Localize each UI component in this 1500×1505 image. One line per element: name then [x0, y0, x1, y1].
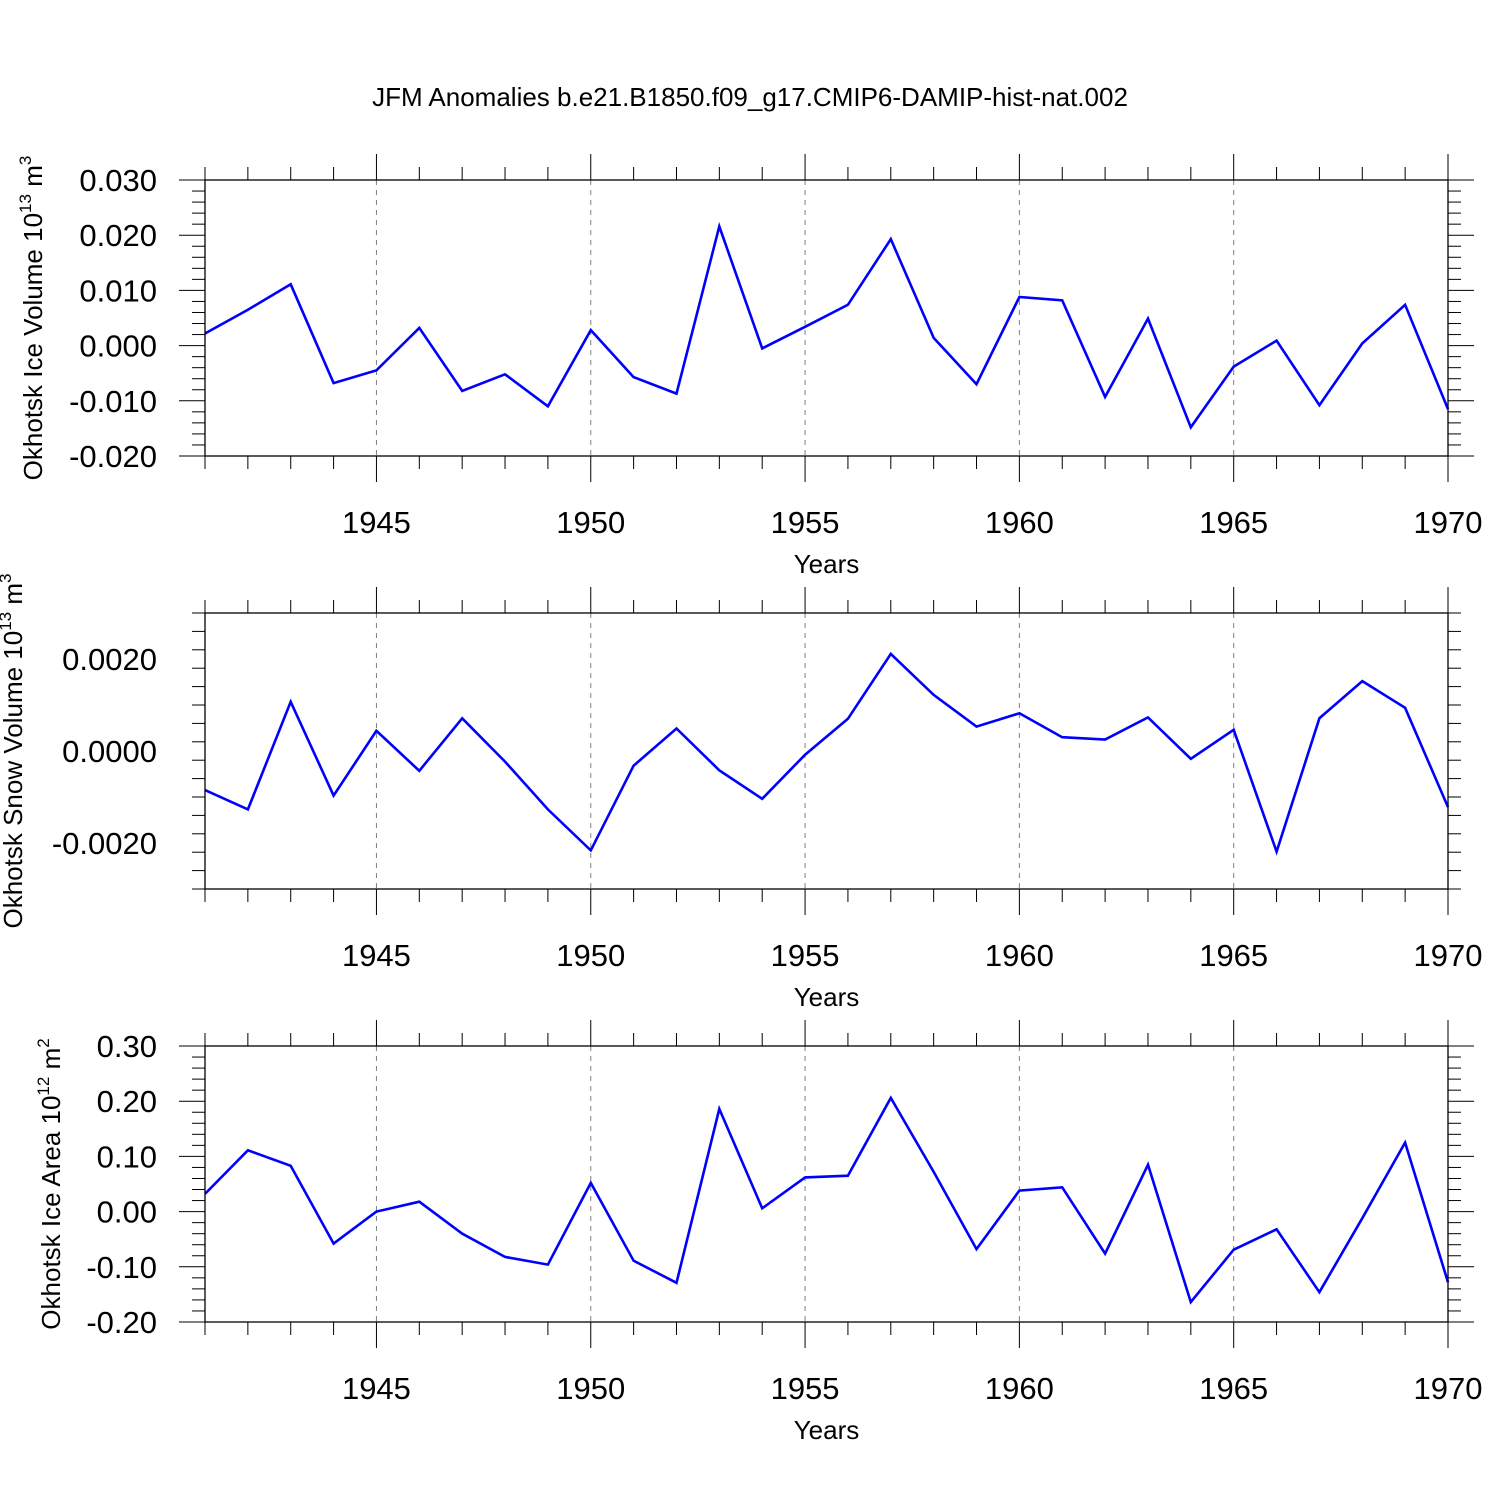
x-tick-label: 1955 — [771, 938, 840, 973]
y-axis-title-unit-exponent: 2 — [34, 1038, 53, 1047]
y-axis-title-exponent: 12 — [34, 1077, 53, 1096]
x-tick-label: 1945 — [342, 938, 411, 973]
y-axis-title-text: Okhotsk Snow Volume 10 — [0, 631, 28, 929]
y-tick-label: 0.030 — [79, 163, 157, 198]
x-tick-label: 1970 — [1414, 505, 1483, 540]
x-tick-label: 1955 — [771, 505, 840, 540]
x-tick-label: 1965 — [1199, 1371, 1268, 1406]
y-axis-title-exponent: 13 — [0, 612, 15, 631]
y-tick-label: 0.0020 — [62, 642, 157, 677]
x-tick-label: 1960 — [985, 1371, 1054, 1406]
y-tick-label: -0.010 — [69, 384, 157, 419]
x-axis-title: Years — [794, 1415, 860, 1445]
x-tick-label: 1965 — [1199, 505, 1268, 540]
x-tick-label: 1960 — [985, 505, 1054, 540]
y-axis-title-unit: m — [0, 583, 28, 612]
x-tick-label: 1950 — [556, 938, 625, 973]
y-tick-label: 0.0000 — [62, 734, 157, 769]
y-tick-label: -0.020 — [69, 439, 157, 474]
y-tick-label: 0.10 — [97, 1139, 157, 1174]
y-axis-title-text: Okhotsk Ice Volume 10 — [18, 213, 48, 480]
x-tick-label: 1950 — [556, 1371, 625, 1406]
y-tick-label: 0.020 — [79, 218, 157, 253]
x-tick-label: 1970 — [1414, 938, 1483, 973]
x-axis-title: Years — [794, 982, 860, 1012]
x-tick-label: 1960 — [985, 938, 1054, 973]
y-tick-label: 0.30 — [97, 1029, 157, 1064]
y-tick-label: -0.20 — [86, 1305, 157, 1340]
y-axis-title-unit: m — [36, 1048, 66, 1077]
x-tick-label: 1945 — [342, 505, 411, 540]
x-axis-title: Years — [794, 549, 860, 579]
y-axis-title-text: Okhotsk Ice Area 10 — [36, 1096, 66, 1330]
y-axis-title-exponent: 13 — [16, 194, 35, 213]
chart-title: JFM Anomalies b.e21.B1850.f09_g17.CMIP6-… — [372, 82, 1128, 112]
x-tick-label: 1950 — [556, 505, 625, 540]
x-tick-label: 1945 — [342, 1371, 411, 1406]
y-axis-title-unit-exponent: 3 — [16, 156, 35, 165]
y-tick-label: 0.000 — [79, 329, 157, 364]
x-tick-label: 1970 — [1414, 1371, 1483, 1406]
y-axis-title-unit-exponent: 3 — [0, 574, 15, 583]
y-tick-label: 0.010 — [79, 273, 157, 308]
y-tick-label: 0.20 — [97, 1084, 157, 1119]
y-tick-label: -0.10 — [86, 1250, 157, 1285]
x-tick-label: 1965 — [1199, 938, 1268, 973]
y-tick-label: 0.00 — [97, 1195, 157, 1230]
x-tick-label: 1955 — [771, 1371, 840, 1406]
y-axis-title-unit: m — [18, 165, 48, 194]
y-tick-label: -0.0020 — [52, 826, 157, 861]
